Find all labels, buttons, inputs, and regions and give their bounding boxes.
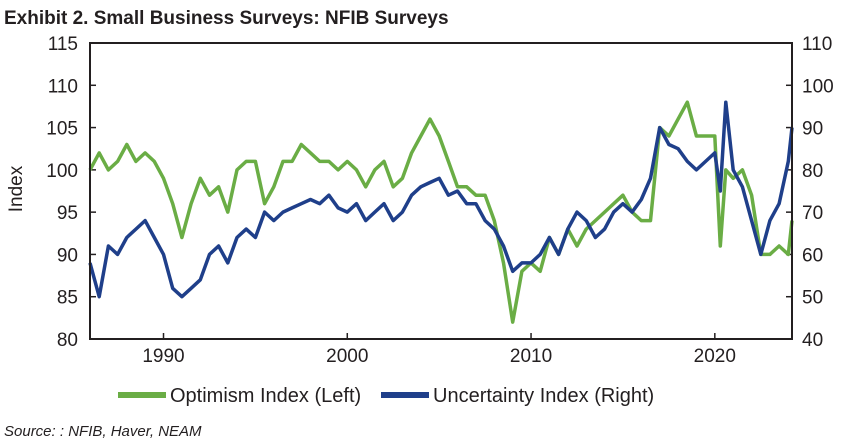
chart-title: Exhibit 2. Small Business Surveys: NFIB …: [4, 8, 449, 29]
left-y-tick-label: 80: [57, 330, 78, 351]
left-y-tick-label: 115: [48, 34, 78, 55]
right-y-tick-label: 50: [802, 288, 823, 309]
right-y-tick-label: 40: [802, 330, 823, 351]
right-y-tick-label: 110: [802, 34, 832, 55]
legend-label: Optimism Index (Left): [170, 385, 361, 407]
plot-frame: [89, 42, 793, 340]
x-axis-tick-labels: 1990 2000 2010 2020: [142, 333, 736, 367]
source-note: Source: : NFIB, Haver, NEAM: [4, 423, 202, 440]
right-y-tick-label: 100: [802, 76, 834, 97]
x-tick-label: 2000: [326, 346, 368, 367]
series-line-optimism: [88, 100, 794, 324]
x-tick-label: 2020: [694, 346, 736, 367]
left-y-tick-label: 85: [57, 288, 78, 309]
right-y-tick-label: 90: [802, 119, 823, 140]
legend: Optimism Index (Left) Uncertainty Index (…: [118, 385, 654, 407]
left-y-tick-label: 90: [57, 245, 78, 266]
left-axis-tick-labels: 80 85 90 95 100 105 110 115: [46, 34, 96, 351]
right-axis-tick-labels: 40 50 60 70 80 90 100 110: [786, 34, 834, 351]
x-tick-label: 1990: [142, 346, 184, 367]
left-y-tick-label: 100: [46, 161, 78, 182]
right-y-tick-label: 70: [802, 203, 823, 224]
left-y-tick-label: 105: [46, 119, 78, 140]
legend-label: Uncertainty Index (Right): [433, 385, 654, 407]
left-axis-title: Index: [6, 165, 27, 212]
left-y-tick-label: 110: [48, 76, 78, 97]
right-y-tick-label: 80: [802, 161, 823, 182]
x-tick-label: 2010: [510, 346, 552, 367]
right-y-tick-label: 60: [802, 245, 823, 266]
series-line-uncertainty: [88, 100, 794, 299]
series-layer: [88, 100, 794, 324]
left-y-tick-label: 95: [57, 203, 78, 224]
